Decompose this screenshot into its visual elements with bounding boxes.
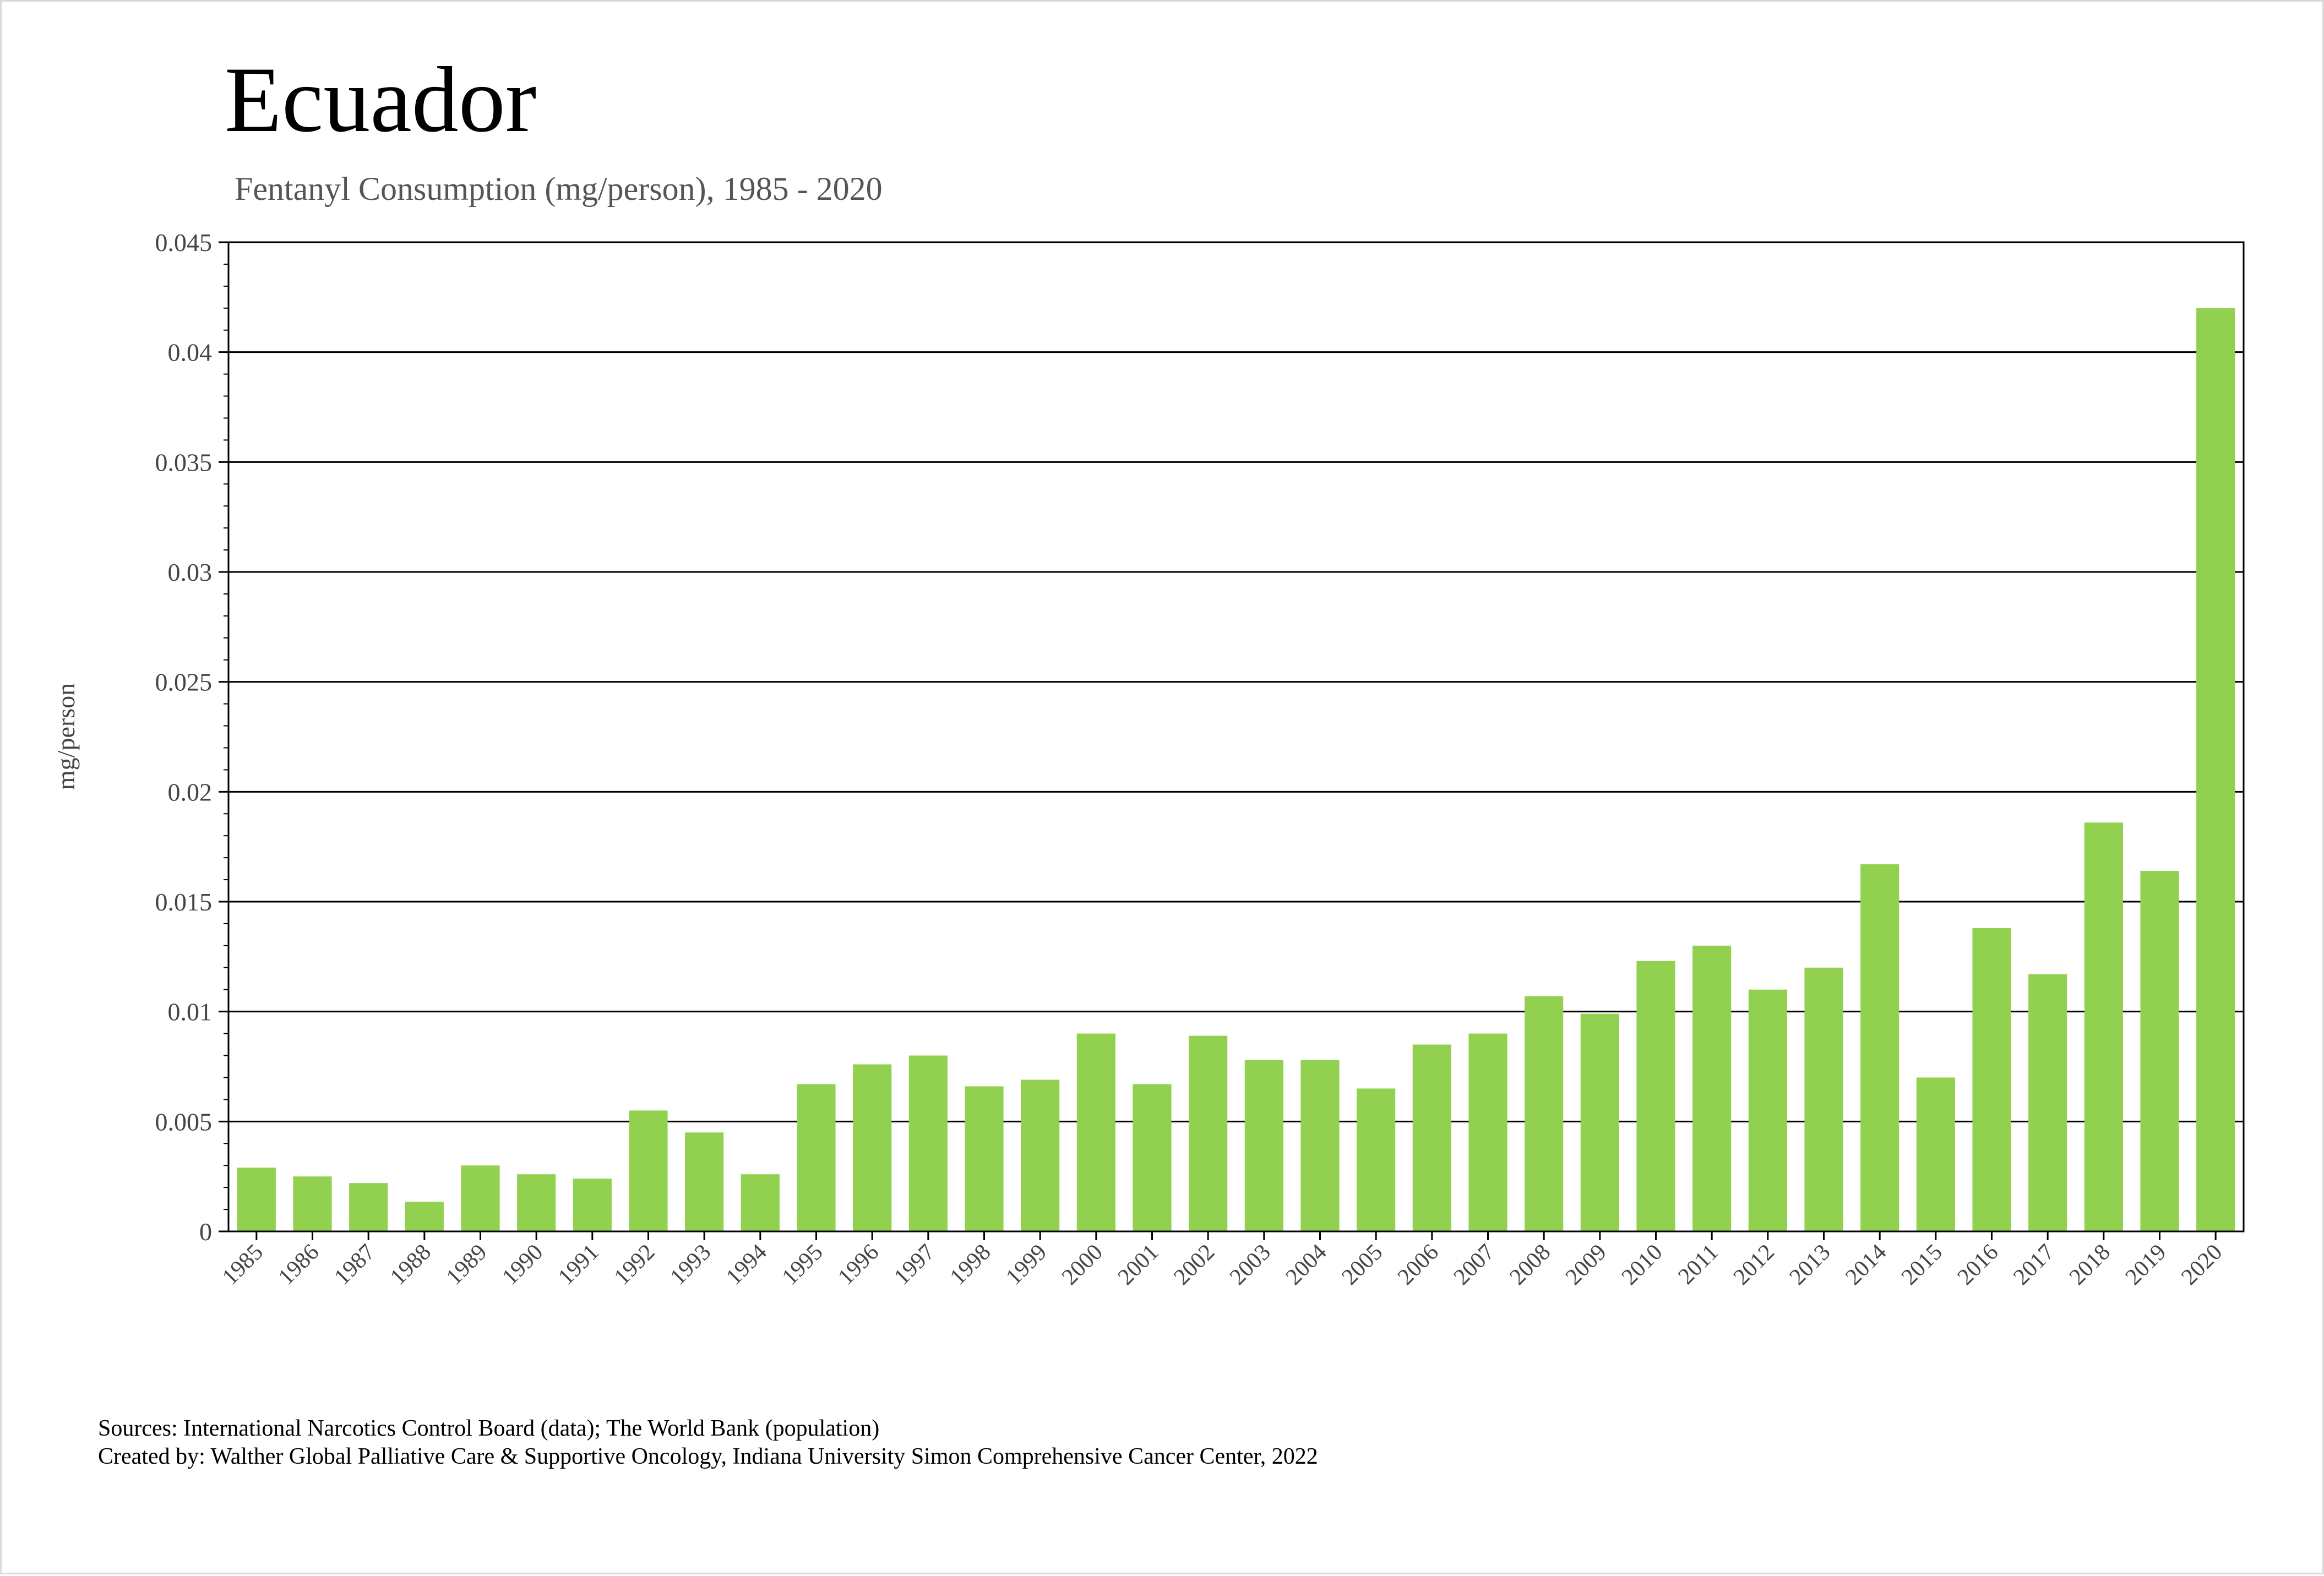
x-tick-label: 1998 (945, 1240, 996, 1290)
x-tick-label: 2003 (1225, 1240, 1276, 1290)
bar-1992 (629, 1110, 668, 1231)
bar-2012 (1748, 989, 1787, 1231)
bar-1990 (517, 1174, 556, 1231)
y-tick-label: 0.035 (155, 448, 213, 476)
bar-1994 (741, 1174, 780, 1231)
x-tick-label: 2009 (1561, 1240, 1612, 1290)
bar-2007 (1468, 1033, 1507, 1231)
x-tick-label: 1999 (1001, 1240, 1052, 1290)
chart-title: Ecuador (225, 48, 536, 151)
bar-2019 (2140, 871, 2179, 1231)
x-tick-label: 2019 (2121, 1240, 2171, 1290)
bar-2008 (1525, 996, 1564, 1231)
x-tick-label: 2016 (1953, 1240, 2004, 1290)
bar-2002 (1189, 1035, 1228, 1231)
x-tick-label: 2000 (1057, 1240, 1108, 1290)
x-tick-label: 1996 (833, 1240, 884, 1290)
bar-1991 (573, 1179, 612, 1231)
x-tick-label: 2020 (2176, 1240, 2227, 1290)
x-tick-label: 1986 (274, 1240, 324, 1290)
x-tick-label: 2018 (2065, 1240, 2115, 1290)
bar-2013 (1804, 967, 1843, 1231)
plot-frame (227, 241, 2245, 1233)
y-tick-label: 0.045 (155, 228, 213, 257)
bar-2016 (1972, 928, 2011, 1231)
x-tick-label: 1997 (889, 1240, 940, 1290)
x-tick-label: 2010 (1617, 1240, 1668, 1290)
y-tick-label: 0.02 (168, 778, 213, 806)
footer-sources: Sources: International Narcotics Control… (98, 1416, 879, 1441)
bar-1985 (237, 1168, 276, 1231)
y-axis-label: mg/person (52, 683, 80, 790)
bar-2005 (1357, 1088, 1396, 1231)
footer-created-by: Created by: Walther Global Palliative Ca… (98, 1444, 1318, 1469)
bar-1989 (461, 1165, 500, 1231)
x-tick-label: 1990 (497, 1240, 548, 1290)
bar-2014 (1860, 864, 1900, 1231)
bar-1993 (685, 1132, 724, 1231)
x-tick-label: 2012 (1729, 1240, 1779, 1290)
bar-1987 (349, 1183, 388, 1231)
bar-2001 (1133, 1084, 1172, 1231)
y-tick-label: 0.04 (168, 339, 213, 367)
x-tick-label: 1994 (721, 1240, 772, 1290)
x-tick-label: 2017 (2009, 1240, 2059, 1290)
x-tick-label: 2014 (1841, 1240, 1891, 1290)
x-tick-label: 2005 (1337, 1240, 1387, 1290)
bar-2018 (2084, 822, 2123, 1231)
x-tick-label: 1985 (217, 1240, 268, 1290)
bar-2020 (2196, 308, 2235, 1231)
x-tick-label: 1992 (609, 1240, 660, 1290)
x-tick-label: 1991 (553, 1240, 604, 1290)
y-tick-label: 0.005 (155, 1108, 213, 1136)
bar-2004 (1300, 1060, 1340, 1231)
x-tick-label: 1987 (329, 1240, 380, 1290)
x-tick-label: 2011 (1673, 1240, 1723, 1290)
chart-subtitle: Fentanyl Consumption (mg/person), 1985 -… (235, 171, 883, 207)
bar-2010 (1636, 961, 1675, 1231)
y-tick-label: 0 (199, 1218, 212, 1246)
y-tick-label: 0.03 (168, 558, 213, 586)
y-tick-label: 0.015 (155, 888, 213, 916)
bar-2003 (1244, 1060, 1283, 1231)
bar-1995 (797, 1084, 836, 1231)
x-tick-label: 1995 (777, 1240, 828, 1290)
x-tick-label: 2006 (1393, 1240, 1444, 1290)
bar-2009 (1580, 1013, 1619, 1231)
x-tick-label: 1993 (665, 1240, 716, 1290)
x-tick-label: 2004 (1281, 1240, 1332, 1290)
x-tick-label: 2008 (1505, 1240, 1555, 1290)
bar-2015 (1916, 1077, 1955, 1231)
bar-1999 (1021, 1079, 1060, 1231)
x-tick-label: 2015 (1897, 1240, 1947, 1290)
x-tick-label: 2013 (1785, 1240, 1836, 1290)
y-tick-label: 0.01 (168, 998, 213, 1026)
bar-2000 (1076, 1033, 1115, 1231)
bar-1988 (405, 1202, 444, 1231)
bar-1998 (965, 1086, 1004, 1231)
bar-1997 (908, 1055, 948, 1231)
x-tick-label: 1989 (442, 1240, 492, 1290)
x-tick-label: 2007 (1449, 1240, 1500, 1290)
bar-1986 (293, 1176, 332, 1231)
bar-2011 (1692, 945, 1732, 1231)
bar-2017 (2028, 974, 2067, 1231)
x-tick-label: 2001 (1113, 1240, 1164, 1290)
y-tick-label: 0.025 (155, 668, 213, 696)
bar-1996 (853, 1064, 892, 1231)
x-tick-label: 2002 (1169, 1240, 1220, 1290)
x-tick-label: 1988 (385, 1240, 436, 1290)
bar-2006 (1412, 1044, 1451, 1231)
